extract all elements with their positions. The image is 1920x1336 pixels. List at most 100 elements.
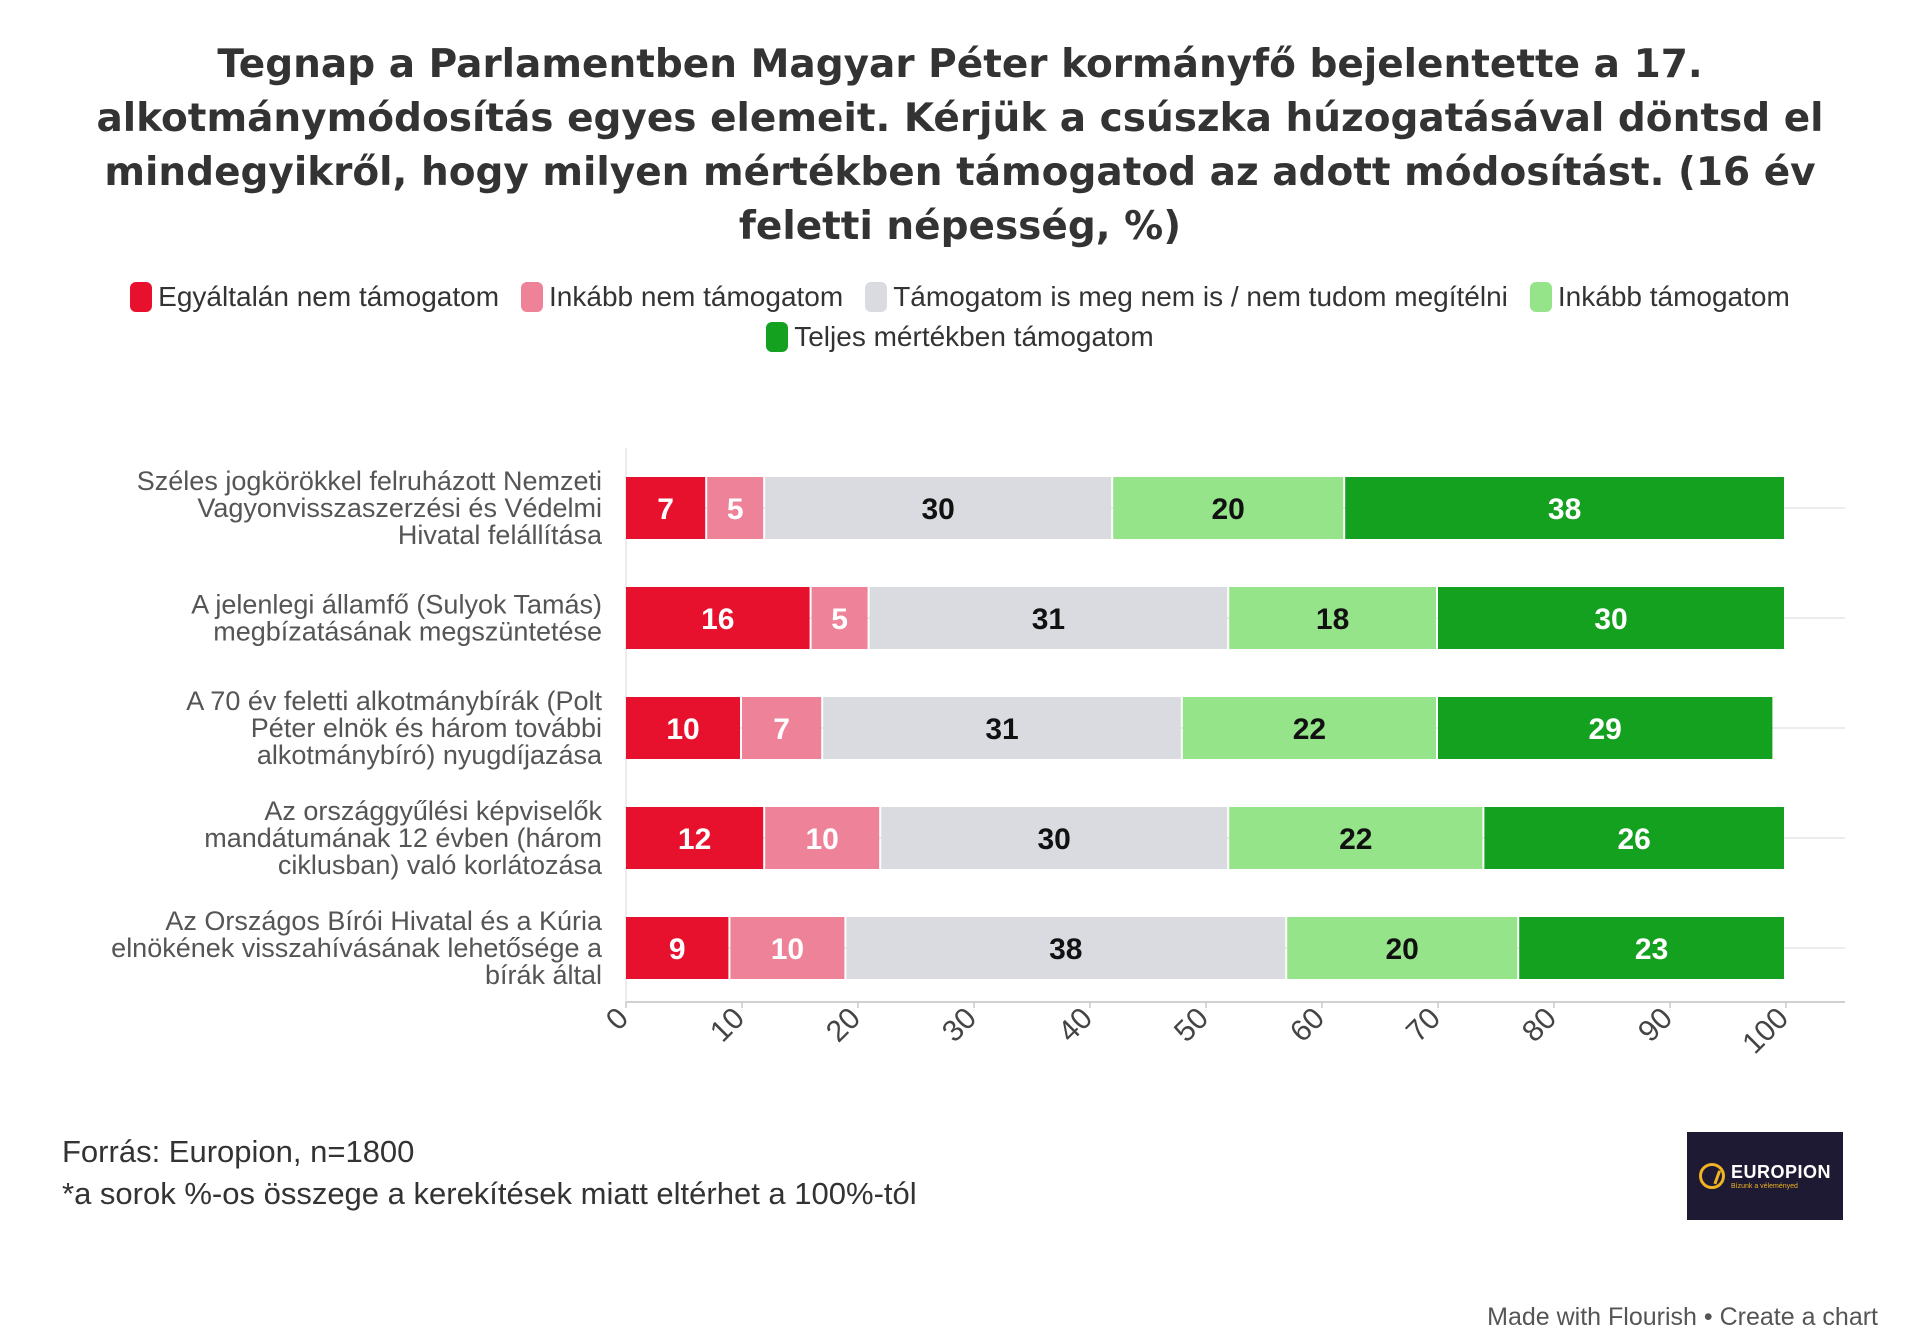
category-label-line: megbízatásának megszüntetése xyxy=(213,617,602,647)
x-tick-label: 50 xyxy=(1168,1002,1215,1049)
data-label: 29 xyxy=(1589,713,1622,746)
data-label: 7 xyxy=(773,713,790,746)
category-label-line: A 70 év feletti alkotmánybírák (Polt xyxy=(186,686,602,716)
bar-segment xyxy=(1438,697,1773,759)
data-label: 22 xyxy=(1293,713,1326,746)
europion-logo-icon xyxy=(1698,1163,1725,1189)
category-label-line: Az Országos Bírói Hivatal és a Kúria xyxy=(165,906,603,936)
bar-segment xyxy=(707,477,764,539)
category-label: Az országgyűlési képviselők mandátumának … xyxy=(204,796,603,880)
category-label-line: Hivatal felállítása xyxy=(398,520,603,550)
bar-segment xyxy=(881,807,1228,869)
data-label: 5 xyxy=(727,493,744,526)
data-label: 9 xyxy=(669,933,686,966)
x-tick-label: 60 xyxy=(1284,1002,1331,1049)
bar-segment xyxy=(1519,917,1784,979)
bar-segment xyxy=(846,917,1286,979)
logo-tagline: Bízunk a véleményed xyxy=(1730,1182,1798,1190)
logo-name: EUROPION xyxy=(1730,1161,1831,1182)
stacked-bar-chart: 0 10 20 30 40 50 60 70 80 90 100 Széles jogkörökkel… xyxy=(111,448,1845,1061)
made-with-flourish-link[interactable]: Made with Flourish • Create a chart xyxy=(1487,1303,1878,1331)
x-tick-label: 80 xyxy=(1516,1002,1563,1049)
legend-swatch xyxy=(130,282,153,312)
data-label: 10 xyxy=(666,713,699,746)
category-label-line: ciklusban) való korlátozása xyxy=(278,850,603,880)
bar-segment xyxy=(1113,477,1344,539)
bar-segment xyxy=(626,917,729,979)
x-tick-label: 90 xyxy=(1632,1002,1679,1049)
legend-swatch xyxy=(521,282,544,312)
category-label-line: elnökének visszahívásának lehetősége a xyxy=(111,933,603,963)
bar-segment xyxy=(1229,807,1483,869)
legend: Egyáltalán nem támogatom Inkább nem támo… xyxy=(40,281,1880,353)
data-label: 30 xyxy=(1594,603,1627,636)
legend-swatch xyxy=(865,282,888,312)
bar-segment xyxy=(626,807,764,869)
bar-segment xyxy=(1229,587,1436,649)
bar-segment xyxy=(1345,477,1784,539)
category-label: Az Országos Bírói Hivatal és a Kúria elnö… xyxy=(111,906,603,990)
data-label: 30 xyxy=(922,493,955,526)
category-label-line: Az országgyűlési képviselők xyxy=(264,796,602,826)
data-label: 10 xyxy=(771,933,804,966)
data-label: 10 xyxy=(806,823,839,856)
category-label-line: bírák által xyxy=(485,960,602,990)
bar-segment xyxy=(823,697,1181,759)
x-tick-label: 20 xyxy=(820,1002,867,1049)
europion-logo[interactable]: EUROPION Bízunk a véleményed xyxy=(1687,1132,1843,1220)
footer-source: Forrás: Europion, n=1800 xyxy=(62,1134,415,1169)
data-label: 7 xyxy=(657,493,674,526)
data-label: 38 xyxy=(1548,493,1581,526)
legend-item-fully-support[interactable]: Teljes mértékben támogatom xyxy=(766,321,1154,353)
legend-item-neutral[interactable]: Támogatom is meg nem is / nem tudom megí… xyxy=(865,281,1508,313)
data-label: 18 xyxy=(1316,603,1349,636)
legend-label: Egyáltalán nem támogatom xyxy=(158,281,500,312)
data-label: 5 xyxy=(831,603,848,636)
category-label: A jelenlegi államfő (Sulyok Tamás) megbíz… xyxy=(191,590,602,647)
legend-label: Inkább támogatom xyxy=(1557,281,1790,312)
category-label: A 70 év feletti alkotmánybírák (Polt Péte… xyxy=(186,686,603,770)
bar-segment xyxy=(811,587,868,649)
data-label: 20 xyxy=(1386,933,1419,966)
legend-label: Teljes mértékben támogatom xyxy=(794,321,1154,352)
bar-segment xyxy=(765,477,1112,539)
data-label: 26 xyxy=(1618,823,1651,856)
category-label-line: Péter elnök és három további xyxy=(251,713,602,743)
data-label: 12 xyxy=(678,823,711,856)
data-label: 16 xyxy=(701,603,734,636)
bar-segment xyxy=(1287,917,1518,979)
x-tick-label: 70 xyxy=(1400,1002,1447,1049)
chart-title: Tegnap a Parlamentben Magyar Péter kormá… xyxy=(96,42,1824,249)
bar-segment xyxy=(1484,807,1784,869)
bar-segment xyxy=(869,587,1228,649)
legend-label: Inkább nem támogatom xyxy=(549,281,844,312)
bar-segment xyxy=(1438,587,1784,649)
legend-swatch xyxy=(766,322,789,352)
category-label-line: mandátumának 12 évben (három xyxy=(204,823,602,853)
x-tick-label: 40 xyxy=(1052,1002,1099,1049)
category-label-line: Vagyonvisszaszerzési és Védelmi xyxy=(197,493,602,523)
category-label: Széles jogkörökkel felruházott Nemzeti Va… xyxy=(137,466,603,550)
data-label: 30 xyxy=(1038,823,1071,856)
data-label: 22 xyxy=(1339,823,1372,856)
x-tick-label: 0 xyxy=(600,1002,635,1037)
bar-segment xyxy=(730,917,845,979)
bar-segment xyxy=(742,697,822,759)
bar-segment xyxy=(765,807,880,869)
legend-swatch xyxy=(1529,282,1552,312)
x-tick-label: 30 xyxy=(936,1002,983,1049)
bar-segment xyxy=(626,477,706,539)
logo-text: EUROPION Bízunk a véleményed xyxy=(1731,1162,1831,1191)
data-label: 20 xyxy=(1212,493,1245,526)
legend-item-rather-support[interactable]: Inkább támogatom xyxy=(1529,281,1790,313)
data-label: 23 xyxy=(1635,933,1668,966)
bar-segment xyxy=(626,587,810,649)
bar-segment xyxy=(626,697,740,759)
x-tick-label: 100 xyxy=(1736,1002,1795,1061)
data-label: 31 xyxy=(985,713,1018,746)
data-label: 31 xyxy=(1032,603,1065,636)
x-tick-label: 10 xyxy=(704,1002,751,1049)
legend-item-strongly-oppose[interactable]: Egyáltalán nem támogatom xyxy=(130,281,499,313)
legend-item-rather-oppose[interactable]: Inkább nem támogatom xyxy=(521,281,843,313)
bar-segment xyxy=(1182,697,1436,759)
